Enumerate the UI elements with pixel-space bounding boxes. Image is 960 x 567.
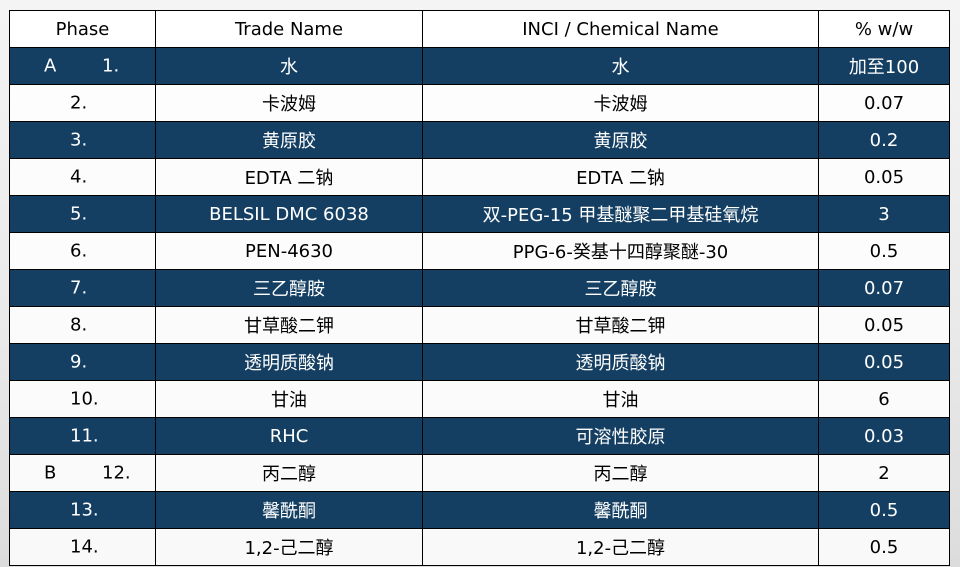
trade-name-cell: 透明质酸钠 — [155, 343, 423, 381]
phase-cell: 9. — [9, 343, 156, 381]
trade-name-cell: 丙二醇 — [155, 454, 423, 492]
table-row: 4. EDTA 二钠 EDTA 二钠 0.05 — [9, 158, 950, 196]
header-phase: Phase — [9, 10, 156, 48]
inci-name-cell: 1,2-己二醇 — [422, 528, 819, 566]
percent-cell: 0.2 — [818, 121, 950, 159]
percent-cell: 0.5 — [818, 528, 950, 566]
item-number: 1. — [102, 55, 120, 77]
item-number: 13. — [70, 499, 99, 521]
inci-name-cell: 黄原胶 — [422, 121, 819, 159]
percent-cell: 6 — [818, 380, 950, 418]
table-row: 7. 三乙醇胺 三乙醇胺 0.07 — [9, 269, 950, 307]
table-row: 5. BELSIL DMC 6038 双-PEG-15 甲基醚聚二甲基硅氧烷 3 — [9, 195, 950, 233]
table-row: 9. 透明质酸钠 透明质酸钠 0.05 — [9, 343, 950, 381]
inci-name-cell: EDTA 二钠 — [422, 158, 819, 196]
trade-name-cell: 三乙醇胺 — [155, 269, 423, 307]
phase-cell: 4. — [9, 158, 156, 196]
phase-cell: 13. — [9, 491, 156, 529]
trade-name-cell: EDTA 二钠 — [155, 158, 423, 196]
phase-cell: 2. — [9, 84, 156, 122]
table-row: 3. 黄原胶 黄原胶 0.2 — [9, 121, 950, 159]
percent-cell: 0.05 — [818, 343, 950, 381]
phase-cell: 8. — [9, 306, 156, 344]
trade-name-cell: PEN-4630 — [155, 232, 423, 270]
trade-name-cell: BELSIL DMC 6038 — [155, 195, 423, 233]
item-number: 9. — [70, 351, 88, 373]
phase-letter: B — [44, 462, 57, 484]
percent-cell: 加至100 — [818, 47, 950, 85]
phase-cell: 14. — [9, 528, 156, 566]
header-row: Phase Trade Name INCI / Chemical Name % … — [9, 10, 950, 48]
phase-cell: 7. — [9, 269, 156, 307]
item-number: 3. — [70, 129, 88, 151]
inci-name-cell: 馨酰酮 — [422, 491, 819, 529]
header-percent: % w/w — [818, 10, 950, 48]
phase-cell: 10. — [9, 380, 156, 418]
percent-cell: 0.05 — [818, 158, 950, 196]
item-number: 4. — [70, 166, 88, 188]
table-row: 10. 甘油 甘油 6 — [9, 380, 950, 418]
item-number: 10. — [70, 388, 99, 410]
header-trade-name: Trade Name — [155, 10, 423, 48]
item-number: 6. — [70, 240, 88, 262]
trade-name-cell: 甘草酸二钾 — [155, 306, 423, 344]
phase-cell: 3. — [9, 121, 156, 159]
phase-cell: A 1. — [9, 47, 156, 85]
percent-cell: 0.07 — [818, 269, 950, 307]
inci-name-cell: 甘草酸二钾 — [422, 306, 819, 344]
item-number: 2. — [70, 92, 88, 114]
percent-cell: 0.5 — [818, 491, 950, 529]
inci-name-cell: 丙二醇 — [422, 454, 819, 492]
table-row: 6. PEN-4630 PPG-6-癸基十四醇聚醚-30 0.5 — [9, 232, 950, 270]
table-row: 13. 馨酰酮 馨酰酮 0.5 — [9, 491, 950, 529]
formulation-table: Phase Trade Name INCI / Chemical Name % … — [9, 10, 950, 566]
trade-name-cell: 1,2-己二醇 — [155, 528, 423, 566]
trade-name-cell: RHC — [155, 417, 423, 455]
inci-name-cell: 卡波姆 — [422, 84, 819, 122]
percent-cell: 0.5 — [818, 232, 950, 270]
percent-cell: 2 — [818, 454, 950, 492]
phase-cell: B 12. — [9, 454, 156, 492]
phase-cell: 6. — [9, 232, 156, 270]
item-number: 8. — [70, 314, 88, 336]
trade-name-cell: 水 — [155, 47, 423, 85]
inci-name-cell: PPG-6-癸基十四醇聚醚-30 — [422, 232, 819, 270]
table-row: A 1. 水水加至100 — [9, 47, 950, 85]
trade-name-cell: 馨酰酮 — [155, 491, 423, 529]
table-row: 11. RHC 可溶性胶原 0.03 — [9, 417, 950, 455]
phase-cell: 5. — [9, 195, 156, 233]
item-number: 14. — [70, 536, 99, 558]
item-number: 12. — [102, 462, 131, 484]
table-row: 2. 卡波姆 卡波姆 0.07 — [9, 84, 950, 122]
percent-cell: 0.07 — [818, 84, 950, 122]
percent-cell: 0.03 — [818, 417, 950, 455]
inci-name-cell: 三乙醇胺 — [422, 269, 819, 307]
inci-name-cell: 水 — [422, 47, 819, 85]
percent-cell: 3 — [818, 195, 950, 233]
percent-cell: 0.05 — [818, 306, 950, 344]
trade-name-cell: 甘油 — [155, 380, 423, 418]
phase-cell: 11. — [9, 417, 156, 455]
item-number: 5. — [70, 203, 88, 225]
inci-name-cell: 可溶性胶原 — [422, 417, 819, 455]
trade-name-cell: 卡波姆 — [155, 84, 423, 122]
table-row: 8. 甘草酸二钾 甘草酸二钾 0.05 — [9, 306, 950, 344]
header-inci-name: INCI / Chemical Name — [422, 10, 819, 48]
inci-name-cell: 双-PEG-15 甲基醚聚二甲基硅氧烷 — [422, 195, 819, 233]
item-number: 7. — [70, 277, 88, 299]
table-row: 14. 1,2-己二醇 1,2-己二醇 0.5 — [9, 528, 950, 566]
item-number: 11. — [70, 425, 99, 447]
inci-name-cell: 甘油 — [422, 380, 819, 418]
table-row: B 12. 丙二醇 丙二醇 2 — [9, 454, 950, 492]
phase-letter: A — [44, 55, 57, 77]
inci-name-cell: 透明质酸钠 — [422, 343, 819, 381]
trade-name-cell: 黄原胶 — [155, 121, 423, 159]
